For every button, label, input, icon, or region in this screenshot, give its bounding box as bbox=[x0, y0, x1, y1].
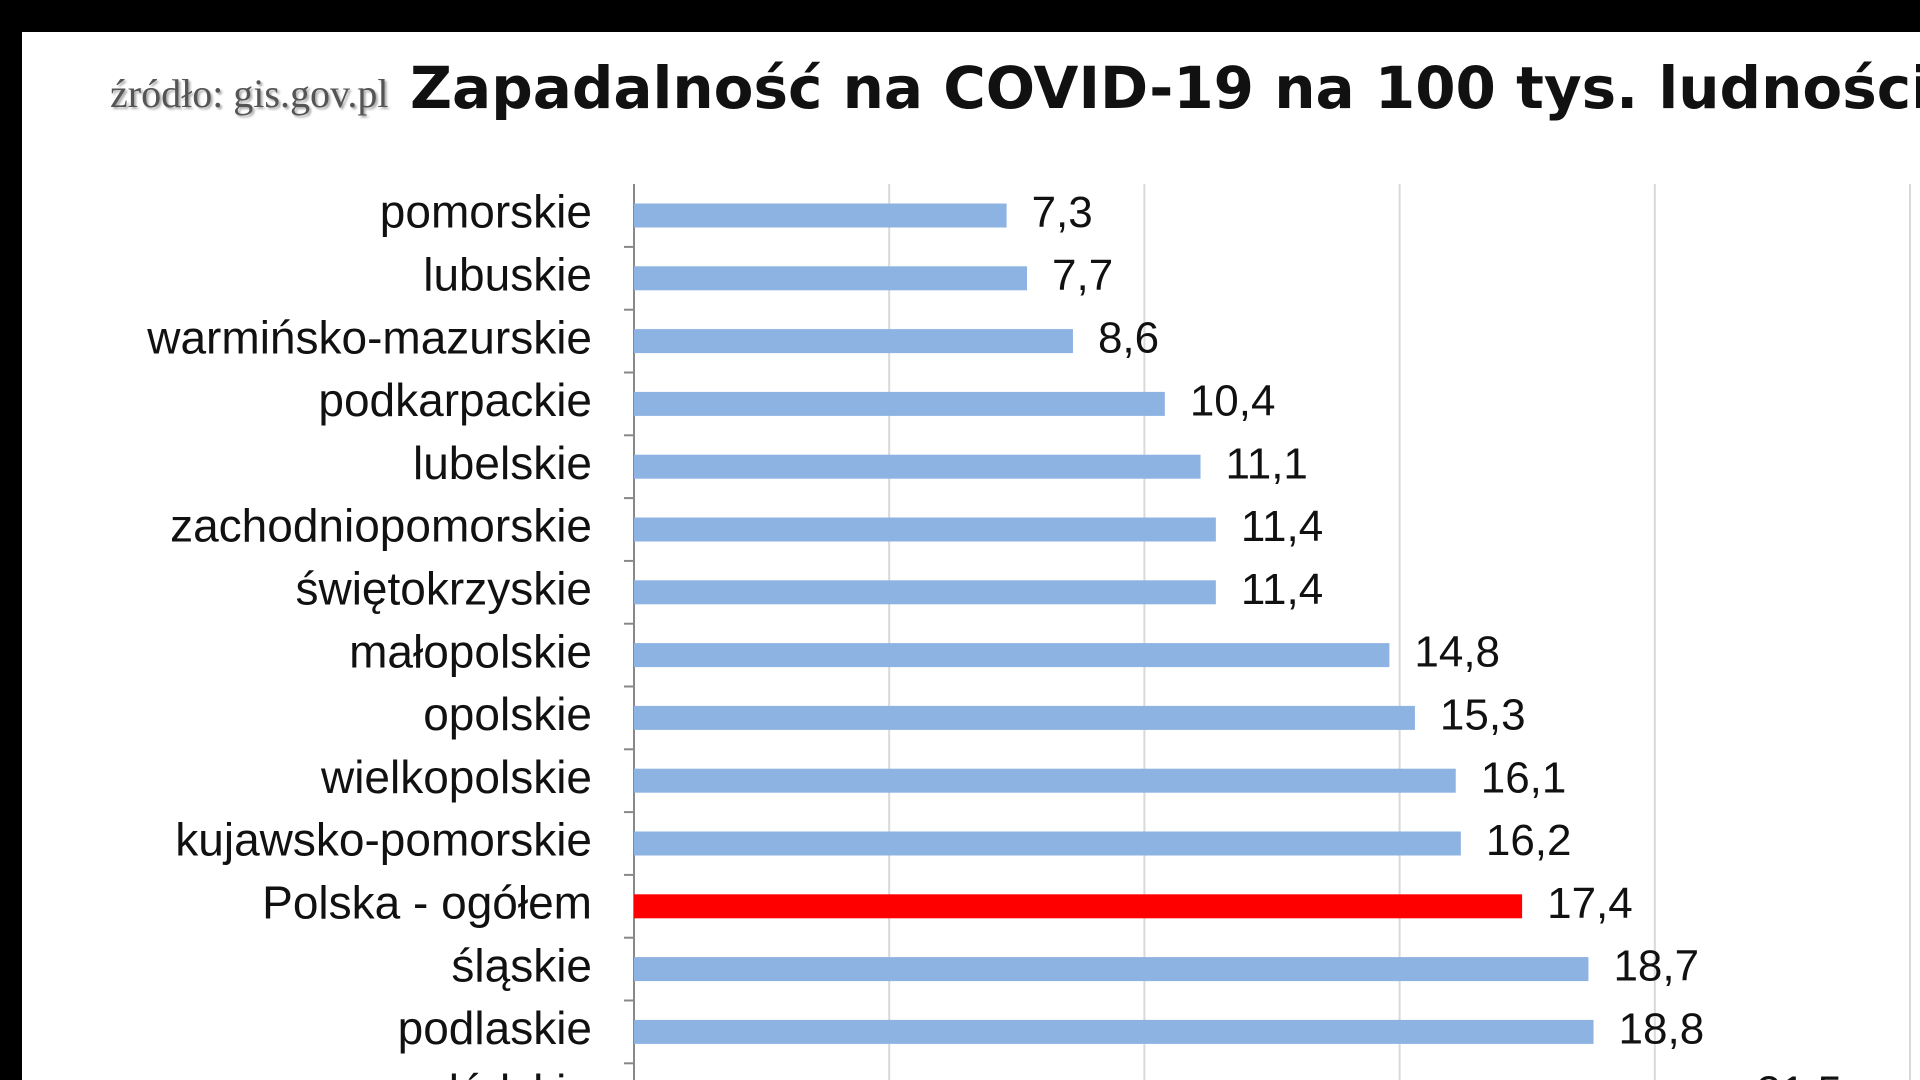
value-label: 7,7 bbox=[1052, 251, 1113, 300]
bar bbox=[634, 705, 1415, 730]
value-label: 16,1 bbox=[1481, 753, 1567, 802]
y-tick-label: Polska - ogółem bbox=[262, 876, 592, 928]
bar bbox=[634, 831, 1461, 856]
value-label: 18,8 bbox=[1619, 1005, 1705, 1054]
bar bbox=[634, 957, 1589, 982]
value-label: 7,3 bbox=[1032, 188, 1093, 237]
value-label: 8,6 bbox=[1098, 314, 1159, 363]
bar bbox=[634, 454, 1201, 479]
bar bbox=[634, 391, 1165, 416]
y-tick-label: lubuskie bbox=[423, 248, 592, 300]
value-label: 21,5 bbox=[1756, 1067, 1842, 1080]
y-tick-label: pomorskie bbox=[380, 186, 592, 238]
y-tick-label: łódzkie bbox=[449, 1065, 592, 1080]
bar bbox=[634, 203, 1007, 228]
source: źródło: gis.gov.pl bbox=[110, 71, 389, 116]
bar bbox=[634, 894, 1523, 919]
value-label: 14,8 bbox=[1414, 628, 1500, 677]
bar bbox=[634, 517, 1216, 542]
bar bbox=[634, 768, 1456, 793]
y-tick-label: kujawsko-pomorskie bbox=[175, 814, 592, 866]
value-label: 11,4 bbox=[1241, 502, 1323, 551]
bar bbox=[634, 266, 1028, 291]
value-label: 17,4 bbox=[1547, 879, 1633, 928]
bar bbox=[634, 580, 1216, 605]
y-tick-label: podkarpackie bbox=[318, 374, 592, 426]
value-label: 16,2 bbox=[1486, 816, 1572, 865]
y-tick-label: podlaskie bbox=[398, 1002, 592, 1054]
bar bbox=[634, 1019, 1594, 1044]
y-tick-label: lubelskie bbox=[413, 437, 592, 489]
value-label: 18,7 bbox=[1613, 942, 1699, 991]
bar bbox=[634, 329, 1073, 354]
value-label: 11,4 bbox=[1241, 565, 1323, 614]
y-tick-label: zachodniopomorskie bbox=[170, 500, 592, 552]
value-label: 15,3 bbox=[1440, 691, 1526, 740]
y-tick-label: małopolskie bbox=[349, 625, 592, 677]
y-tick-label: świętokrzyskie bbox=[295, 562, 592, 614]
y-tick-label: warmińsko-mazurskie bbox=[146, 311, 592, 363]
y-tick-label: śląskie bbox=[451, 939, 592, 991]
value-label: 11,1 bbox=[1226, 439, 1308, 488]
y-tick-label: opolskie bbox=[423, 688, 592, 740]
y-tick-label: wielkopolskie bbox=[320, 751, 592, 803]
chart-title: Zapadalność na COVID-19 na 100 tys. ludn… bbox=[410, 54, 1920, 122]
bar bbox=[634, 643, 1390, 668]
value-label: 10,4 bbox=[1190, 377, 1276, 426]
